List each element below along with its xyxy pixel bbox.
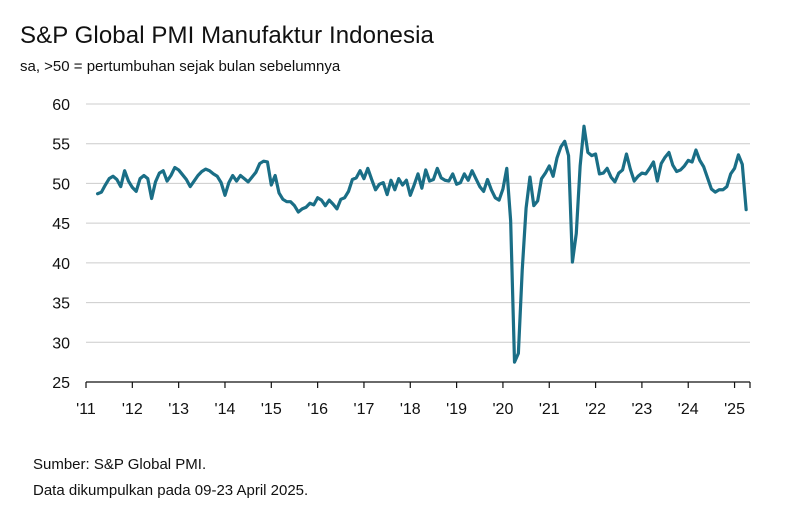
y-tick-label: 45	[52, 216, 70, 233]
x-tick-label: '22	[585, 401, 606, 418]
x-tick-label: '13	[168, 401, 189, 418]
x-tick-label: '18	[400, 401, 421, 418]
y-tick-label: 30	[52, 335, 70, 352]
gridlines	[86, 103, 750, 343]
x-tick-label: '19	[446, 401, 467, 418]
y-tick-label: 35	[52, 296, 70, 313]
x-tick-label: '21	[539, 401, 560, 418]
x-tick-label: '15	[261, 401, 282, 418]
chart-subtitle: sa, >50 = pertumbuhan sejak bulan sebelu…	[20, 58, 341, 75]
x-tick-label: '23	[631, 401, 652, 418]
y-tick-label: 40	[52, 256, 70, 273]
x-tick-label: '11	[76, 401, 96, 418]
y-tick-label: 25	[52, 375, 70, 392]
y-tick-label: 50	[52, 176, 70, 193]
y-tick-label: 60	[52, 97, 70, 114]
x-axis: '11 '12 '13 '14 '15 '16 '17 '18 '19 '20 '21 '22 '23 '…	[76, 381, 751, 418]
x-tick-label: '17	[354, 401, 375, 418]
collection-date-note: Data dikumpulkan pada 09-23 April 2025.	[33, 482, 309, 499]
chart-title: S&P Global PMI Manufaktur Indonesia	[20, 22, 434, 49]
x-tick-label: '24	[678, 401, 699, 418]
series-line	[95, 124, 748, 364]
source-note: Sumber: S&P Global PMI.	[33, 456, 207, 473]
x-tick-label: '16	[307, 401, 328, 418]
x-tick-label: '14	[215, 401, 236, 418]
y-axis: 25 30 35 40 45 50 55 60	[52, 97, 70, 392]
x-tick-label: '25	[724, 401, 745, 418]
x-tick-label: '12	[122, 401, 143, 418]
x-tick-label: '20	[493, 401, 514, 418]
y-tick-label: 55	[52, 137, 70, 154]
